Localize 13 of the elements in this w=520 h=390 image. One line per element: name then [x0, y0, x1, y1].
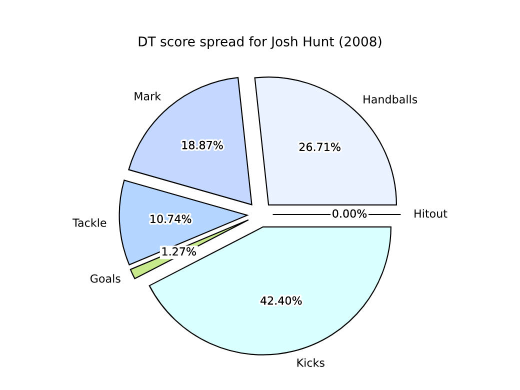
slice-label: Mark — [134, 92, 162, 100]
text: 0.00% — [332, 209, 367, 218]
data-label: 18.87% — [182, 140, 223, 150]
slice-label: Tackle — [72, 218, 106, 227]
slice-label: Goals — [90, 274, 120, 283]
category-label: Hitout — [414, 209, 448, 218]
data-label: 42.40% — [260, 296, 302, 305]
slice-label: Handballs — [364, 94, 418, 104]
data-label: 1.27% — [162, 247, 196, 256]
slice-label: Kicks — [297, 358, 324, 367]
chart-title: DT score spread for Josh Hunt (2008) — [138, 36, 382, 50]
data-label: 10.74% — [150, 214, 192, 224]
data-label: 26.71% — [299, 142, 340, 152]
